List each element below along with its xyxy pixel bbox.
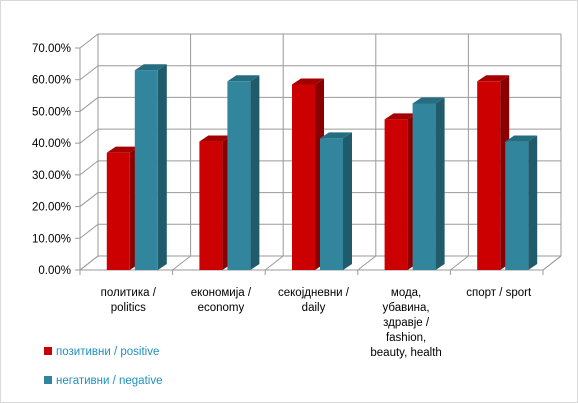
y-tick-label: 0.00% <box>38 265 71 277</box>
bar-positive-4 <box>477 75 510 270</box>
legend-swatch <box>44 347 52 355</box>
bar-positive-1 <box>199 135 232 270</box>
gridline <box>75 33 561 49</box>
bars <box>106 64 538 270</box>
y-tick-label: 30.00% <box>32 170 71 182</box>
y-tick-label: 50.00% <box>32 106 71 118</box>
x-category-label: политика / politics <box>101 287 157 314</box>
legend-item-positive: позитивни / positive <box>44 346 159 358</box>
legend: позитивни / positive негативни / negative <box>44 346 162 387</box>
y-tick-label: 10.00% <box>32 233 71 245</box>
x-axis-categories: политика / politics економија / economy секо… <box>101 287 532 359</box>
bar-positive-2 <box>292 78 324 270</box>
bar-negative-0 <box>134 64 167 270</box>
x-category-label: спорт / sport <box>466 287 532 299</box>
x-category-label: економија / economy <box>191 287 252 314</box>
x-category-label: мода, убавина, здравје / fashion, beauty, he… <box>370 287 441 359</box>
gridline <box>75 65 561 81</box>
y-tick-label: 70.00% <box>32 43 71 55</box>
bar-negative-2 <box>320 132 352 270</box>
bar-positive-0 <box>106 146 139 270</box>
legend-label: негативни / negative <box>56 375 162 387</box>
legend-item-negative: негативни / negative <box>44 375 162 387</box>
y-tick-label: 20.00% <box>32 202 71 214</box>
y-tick-label: 40.00% <box>32 138 71 150</box>
bar-negative-4 <box>505 135 538 270</box>
legend-label: позитивни / positive <box>56 346 159 358</box>
y-tick-label: 60.00% <box>32 75 71 87</box>
y-axis-ticks: 0.00% 10.00% 20.00% 30.00% 40.00% 50.00% 60.00… <box>32 43 71 277</box>
bar-positive-3 <box>384 113 417 270</box>
bar-negative-1 <box>227 75 260 270</box>
x-category-label: секојдневни / daily <box>278 287 350 314</box>
bar-negative-3 <box>412 97 445 270</box>
legend-swatch <box>44 376 52 384</box>
